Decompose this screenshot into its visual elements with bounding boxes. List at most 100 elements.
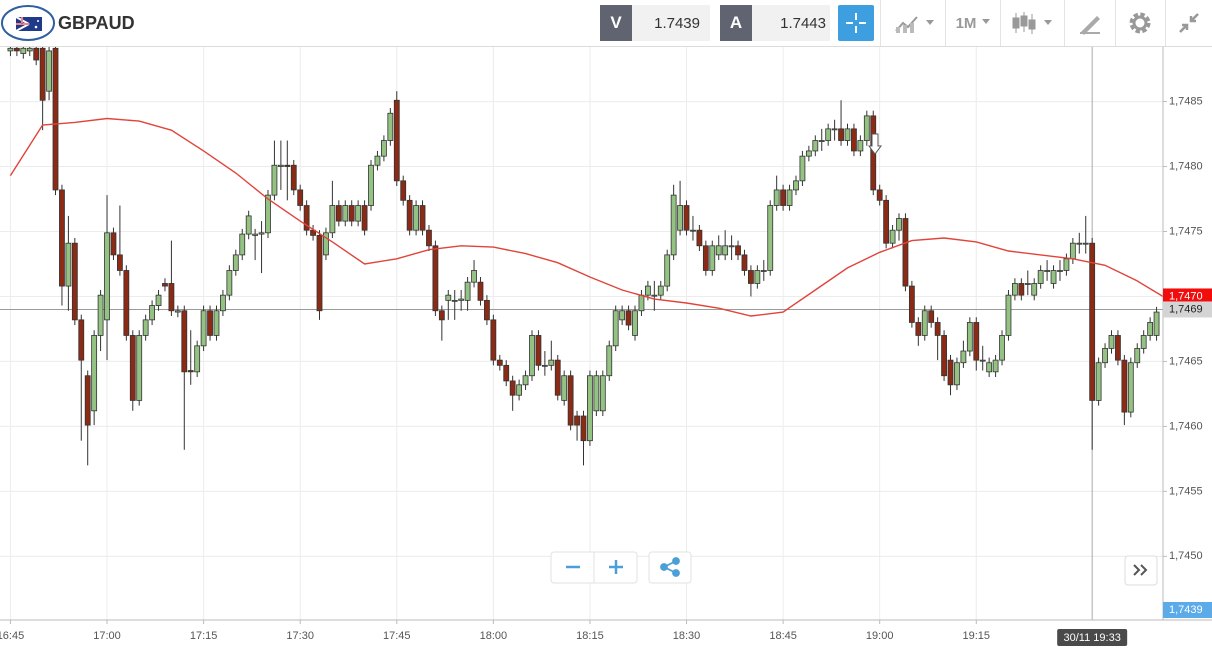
- candle-body: [33, 47, 40, 61]
- candle-body: [426, 229, 432, 247]
- candle-body: [632, 310, 638, 336]
- ask-label[interactable]: A: [720, 5, 752, 41]
- moving-average: [9, 117, 1163, 317]
- candle-body: [593, 375, 600, 412]
- candle-body: [1153, 311, 1160, 336]
- candle-body: [1057, 270, 1063, 272]
- candle-body: [831, 128, 838, 131]
- candle-body: [683, 205, 690, 231]
- share-button[interactable]: [648, 551, 692, 584]
- candle-body: [490, 319, 497, 361]
- bid-label[interactable]: V: [600, 5, 632, 41]
- candle-body: [104, 232, 110, 321]
- candle-body: [78, 319, 85, 361]
- candle-body: [232, 254, 239, 271]
- candle-body: [438, 310, 445, 321]
- candle-body: [213, 310, 220, 336]
- crosshair-label-box: [1057, 629, 1128, 646]
- candle-body: [896, 218, 902, 231]
- candle-body: [587, 375, 593, 442]
- candle-body: [567, 375, 574, 426]
- chart-type-button[interactable]: [893, 5, 939, 41]
- candle-body: [1037, 270, 1044, 284]
- candle-body: [200, 310, 207, 347]
- candle-body: [13, 47, 20, 52]
- candle-body: [458, 298, 465, 301]
- candle-body: [529, 335, 535, 377]
- y-tick-label: 1,7465: [1169, 355, 1203, 367]
- candle-body: [1134, 348, 1141, 364]
- candle-body: [26, 47, 33, 52]
- candle-body: [1089, 242, 1096, 401]
- candle-body: [908, 285, 915, 323]
- candle-body: [117, 254, 123, 271]
- candle-body: [638, 294, 645, 312]
- candle-body: [110, 232, 117, 256]
- candle-body: [722, 245, 729, 256]
- x-tick-label: 17:30: [286, 630, 314, 642]
- y-tick-label: 1,7485: [1169, 95, 1203, 107]
- candle-body: [496, 359, 503, 366]
- candle-body: [812, 140, 819, 152]
- candle-body: [342, 205, 349, 222]
- candle-body: [1012, 283, 1018, 296]
- candle-body: [174, 310, 181, 313]
- candle-body: [1018, 283, 1025, 296]
- drawing-button[interactable]: [1072, 5, 1108, 41]
- candle-body: [954, 362, 960, 386]
- zoom-in[interactable]: [609, 560, 623, 574]
- candle-body: [445, 294, 452, 301]
- candle-body: [265, 194, 271, 234]
- candle-body: [1147, 322, 1154, 336]
- candle-body: [928, 310, 935, 323]
- candle-body: [1024, 283, 1031, 285]
- candle-body: [368, 164, 374, 206]
- candle-body: [297, 189, 304, 206]
- price-label: 1,7470: [1169, 290, 1203, 302]
- candle-body: [606, 345, 613, 377]
- candle-body: [825, 128, 832, 141]
- candle-body: [464, 281, 471, 301]
- candle-body: [1069, 242, 1076, 260]
- x-tick-label: 19:00: [866, 630, 894, 642]
- candle-style-button[interactable]: [1010, 5, 1056, 41]
- separator: [1115, 0, 1116, 46]
- candle-body: [451, 299, 458, 302]
- candle-body: [844, 128, 851, 141]
- candle-body: [316, 235, 323, 312]
- bid-price[interactable]: 1.7439: [632, 5, 710, 41]
- timeframe-caret: [982, 19, 990, 24]
- candle-body: [1076, 242, 1083, 245]
- candle-body: [838, 128, 844, 141]
- candle-body: [1127, 362, 1134, 413]
- scroll-right-button[interactable]: [1124, 555, 1158, 586]
- price-label: 1,7439: [1169, 604, 1203, 616]
- axes: 1,7450 1,7455 1,7460 1,7465 1,7470 1,7475 1,74…: [0, 95, 1212, 646]
- candle-body: [162, 283, 168, 287]
- candle-body: [767, 205, 774, 271]
- x-tick-label: 17:15: [190, 630, 218, 642]
- candle-body: [921, 310, 928, 336]
- candle-body: [91, 335, 98, 412]
- candle-body: [979, 359, 986, 362]
- candle-body: [329, 205, 336, 234]
- candle-body: [1031, 283, 1038, 296]
- candle-body: [754, 270, 761, 284]
- candle-body: [361, 205, 368, 231]
- signal-arrow: [868, 133, 882, 155]
- separator: [1064, 0, 1065, 46]
- candle-body: [380, 140, 387, 157]
- candle-body: [580, 415, 587, 442]
- candle-body: [123, 270, 130, 336]
- candle-body: [986, 362, 993, 373]
- collapse-button[interactable]: [1172, 5, 1206, 41]
- crosshair-button[interactable]: [838, 5, 874, 41]
- candle-body: [503, 364, 510, 382]
- timeframe-button[interactable]: 1M: [955, 14, 977, 32]
- candle-body: [1102, 348, 1108, 364]
- candle-body: [207, 310, 213, 336]
- candle-body: [348, 205, 355, 222]
- settings-button[interactable]: [1122, 5, 1158, 41]
- ask-price[interactable]: 1.7443: [752, 5, 830, 41]
